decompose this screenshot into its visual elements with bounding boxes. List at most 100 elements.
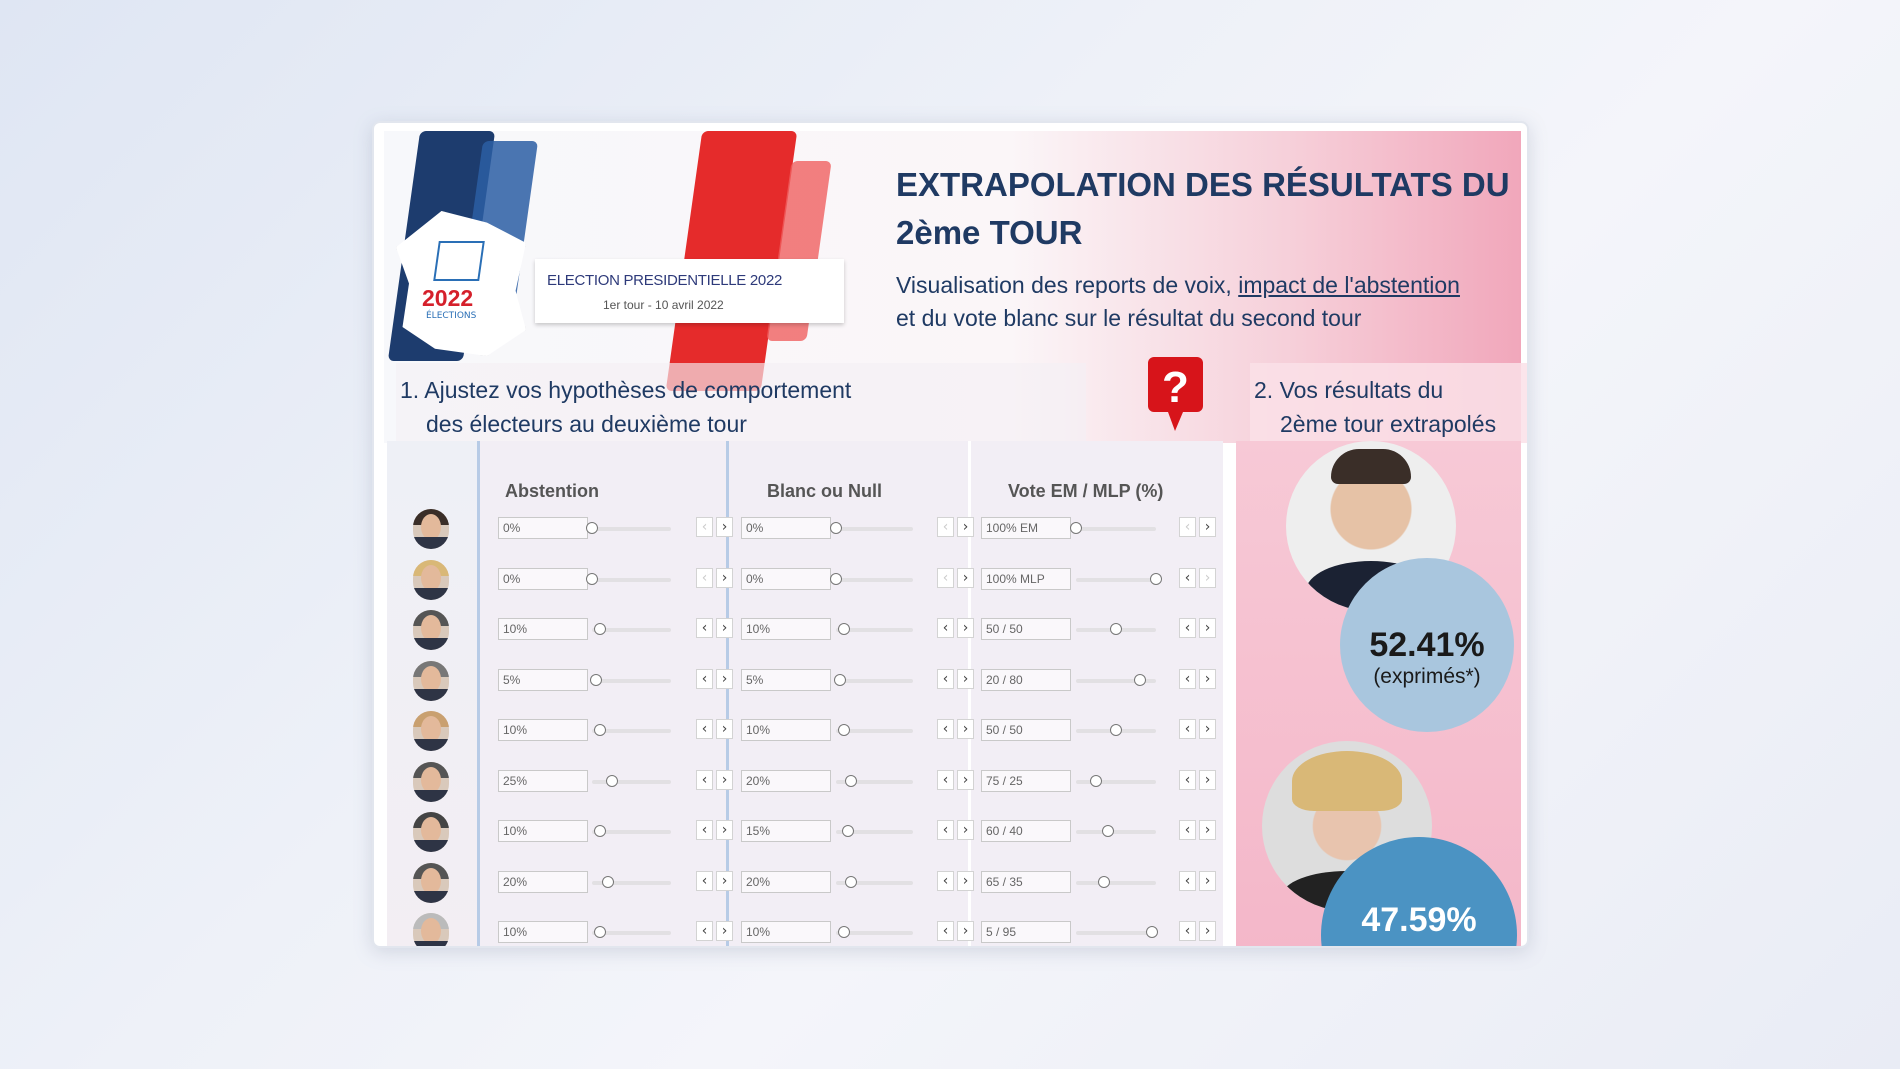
abstention-slider[interactable] <box>586 572 671 585</box>
slider-thumb[interactable] <box>845 774 858 787</box>
blanc-input[interactable]: 10% <box>741 719 831 741</box>
slider-thumb[interactable] <box>837 926 850 938</box>
blanc-slider[interactable] <box>836 724 913 736</box>
blanc-input[interactable]: 20% <box>741 870 831 893</box>
vote-slider[interactable] <box>1076 774 1156 787</box>
abstention-input[interactable]: 0% <box>498 517 588 539</box>
abstention-slider[interactable] <box>592 875 671 888</box>
abstention-input[interactable]: 10% <box>498 820 588 842</box>
decrement-button[interactable]: ‹ <box>1179 517 1196 537</box>
abstention-slider[interactable] <box>592 774 671 787</box>
decrement-button[interactable]: ‹ <box>937 921 954 941</box>
decrement-button[interactable]: ‹ <box>1179 668 1196 689</box>
decrement-button[interactable]: ‹ <box>937 870 954 891</box>
increment-button[interactable]: › <box>1199 769 1216 790</box>
vote-slider[interactable] <box>1076 572 1162 585</box>
decrement-button[interactable]: ‹ <box>1179 618 1196 638</box>
abstention-slider[interactable] <box>589 673 671 686</box>
blanc-input[interactable]: 10% <box>741 618 831 640</box>
slider-thumb[interactable] <box>845 875 858 888</box>
abstention-slider[interactable] <box>592 825 671 837</box>
blanc-input[interactable]: 0% <box>741 567 831 590</box>
abstention-input[interactable]: 0% <box>498 567 588 590</box>
slider-thumb[interactable] <box>601 875 614 888</box>
slider-thumb[interactable] <box>593 926 606 938</box>
slider-thumb[interactable] <box>586 522 598 534</box>
increment-button[interactable]: › <box>1199 870 1216 891</box>
increment-button[interactable]: › <box>716 820 733 840</box>
increment-button[interactable]: › <box>716 769 733 790</box>
decrement-button[interactable]: ‹ <box>1179 921 1196 941</box>
abstention-input[interactable]: 10% <box>498 921 588 943</box>
decrement-button[interactable]: ‹ <box>696 668 713 689</box>
decrement-button[interactable]: ‹ <box>937 517 954 537</box>
increment-button[interactable]: › <box>957 870 974 891</box>
vote-input[interactable]: 50 / 50 <box>981 719 1071 741</box>
increment-button[interactable]: › <box>957 769 974 790</box>
abstention-slider[interactable] <box>592 724 671 736</box>
vote-input[interactable]: 20 / 80 <box>981 668 1071 691</box>
decrement-button[interactable]: ‹ <box>937 769 954 790</box>
increment-button[interactable]: › <box>716 668 733 689</box>
increment-button[interactable]: › <box>716 921 733 941</box>
blanc-slider[interactable] <box>836 825 913 837</box>
increment-button[interactable]: › <box>957 567 974 588</box>
decrement-button[interactable]: ‹ <box>1179 769 1196 790</box>
decrement-button[interactable]: ‹ <box>696 921 713 941</box>
vote-slider[interactable] <box>1076 673 1156 686</box>
decrement-button[interactable]: ‹ <box>696 719 713 739</box>
vote-slider[interactable] <box>1076 825 1156 837</box>
vote-input[interactable]: 5 / 95 <box>981 921 1071 943</box>
increment-button[interactable]: › <box>957 820 974 840</box>
decrement-button[interactable]: ‹ <box>937 719 954 739</box>
slider-thumb[interactable] <box>589 673 602 686</box>
increment-button[interactable]: › <box>1199 719 1216 739</box>
vote-input[interactable]: 100% MLP <box>981 567 1071 590</box>
slider-thumb[interactable] <box>1134 673 1146 686</box>
question-mark-pin-icon[interactable]: ? <box>1146 355 1205 434</box>
decrement-button[interactable]: ‹ <box>937 820 954 840</box>
increment-button[interactable]: › <box>716 517 733 537</box>
slider-thumb[interactable] <box>1110 623 1122 635</box>
abstention-input[interactable]: 5% <box>498 668 588 691</box>
slider-thumb[interactable] <box>1146 926 1158 938</box>
abstention-input[interactable]: 10% <box>498 719 588 741</box>
slider-thumb[interactable] <box>1150 572 1162 585</box>
increment-button[interactable]: › <box>1199 618 1216 638</box>
blanc-slider[interactable] <box>836 623 913 635</box>
slider-thumb[interactable] <box>1110 724 1122 736</box>
vote-slider[interactable] <box>1070 522 1156 534</box>
increment-button[interactable]: › <box>716 719 733 739</box>
blanc-slider[interactable] <box>830 522 913 534</box>
slider-thumb[interactable] <box>837 623 850 635</box>
blanc-slider[interactable] <box>836 926 913 938</box>
increment-button[interactable]: › <box>1199 820 1216 840</box>
vote-input[interactable]: 60 / 40 <box>981 820 1071 842</box>
vote-slider[interactable] <box>1076 724 1156 736</box>
slider-thumb[interactable] <box>1070 522 1082 534</box>
vote-input[interactable]: 100% EM <box>981 517 1071 539</box>
increment-button[interactable]: › <box>716 567 733 588</box>
increment-button[interactable]: › <box>957 668 974 689</box>
vote-slider[interactable] <box>1076 875 1156 888</box>
decrement-button[interactable]: ‹ <box>696 769 713 790</box>
abstention-input[interactable]: 25% <box>498 769 588 792</box>
vote-slider[interactable] <box>1076 623 1156 635</box>
increment-button[interactable]: › <box>716 870 733 891</box>
blanc-slider[interactable] <box>830 572 913 585</box>
decrement-button[interactable]: ‹ <box>1179 870 1196 891</box>
slider-thumb[interactable] <box>593 724 606 736</box>
decrement-button[interactable]: ‹ <box>937 618 954 638</box>
abstention-input[interactable]: 20% <box>498 870 588 893</box>
vote-slider[interactable] <box>1076 926 1158 938</box>
increment-button[interactable]: › <box>1199 517 1216 537</box>
decrement-button[interactable]: ‹ <box>937 567 954 588</box>
abstention-impact-link[interactable]: impact de l'abstention <box>1238 272 1460 298</box>
increment-button[interactable]: › <box>957 618 974 638</box>
vote-input[interactable]: 75 / 25 <box>981 769 1071 792</box>
slider-thumb[interactable] <box>830 572 842 585</box>
abstention-slider[interactable] <box>592 926 671 938</box>
decrement-button[interactable]: ‹ <box>1179 820 1196 840</box>
decrement-button[interactable]: ‹ <box>696 870 713 891</box>
blanc-slider[interactable] <box>836 875 913 888</box>
